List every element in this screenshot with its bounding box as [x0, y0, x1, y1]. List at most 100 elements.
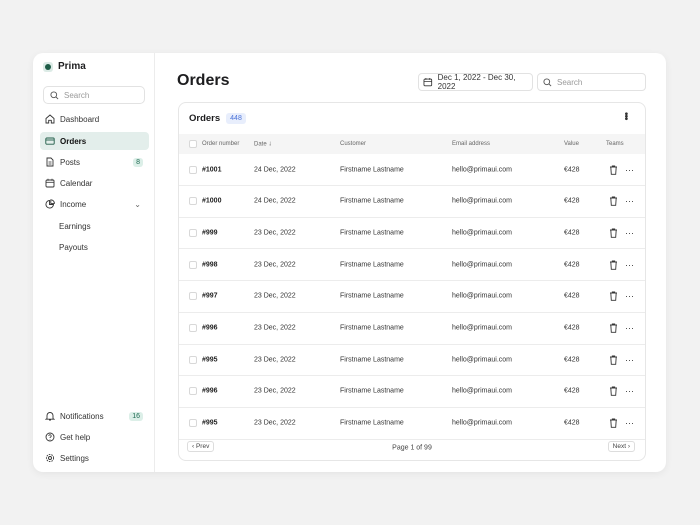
- column-header-teams[interactable]: Teams: [606, 141, 624, 147]
- main-content: Orders Dec 1, 2022 - Dec 30, 2022 Search…: [155, 53, 666, 472]
- sidebar-item-notifications[interactable]: Notifications 16: [40, 407, 149, 425]
- column-header-customer[interactable]: Customer: [340, 141, 367, 147]
- sidebar-item-get-help[interactable]: Get help: [40, 428, 149, 446]
- row-checkbox[interactable]: [189, 387, 197, 396]
- column-header-order-number[interactable]: Order number: [202, 141, 240, 147]
- trash-icon[interactable]: [609, 165, 618, 175]
- select-all-checkbox[interactable]: [189, 140, 197, 148]
- more-horizontal-icon[interactable]: ···: [625, 386, 634, 397]
- cell-email: hello@primaui.com: [452, 292, 513, 300]
- cell-order-number: #995: [202, 356, 218, 364]
- table-row[interactable]: #995 23 Dec, 2022 Firstname Lastname hello@…: [179, 408, 645, 440]
- column-header-date[interactable]: Date ↓: [254, 141, 272, 148]
- sidebar-item-orders[interactable]: Orders: [40, 132, 149, 150]
- sidebar-item-settings[interactable]: Settings: [40, 449, 149, 467]
- table-row[interactable]: #997 23 Dec, 2022 Firstname Lastname hello@…: [179, 281, 645, 313]
- row-checkbox[interactable]: [189, 355, 197, 364]
- cell-email: hello@primaui.com: [452, 261, 513, 269]
- table-row[interactable]: #996 23 Dec, 2022 Firstname Lastname hello@…: [179, 313, 645, 345]
- table-row[interactable]: #998 23 Dec, 2022 Firstname Lastname hello@…: [179, 249, 645, 282]
- more-horizontal-icon[interactable]: ···: [625, 291, 634, 302]
- column-header-value[interactable]: Value: [564, 141, 579, 147]
- cell-customer: Firstname Lastname: [340, 229, 404, 237]
- sidebar-item-earnings[interactable]: Earnings: [40, 217, 149, 235]
- sidebar-item-dashboard[interactable]: Dashboard: [40, 110, 149, 128]
- sidebar: Prima Search Dashboard Orders Posts 8 Ca…: [33, 53, 155, 472]
- more-horizontal-icon[interactable]: ···: [625, 259, 634, 270]
- more-horizontal-icon[interactable]: ···: [625, 196, 634, 207]
- trash-icon[interactable]: [609, 386, 618, 397]
- chevron-down-icon[interactable]: ⌄: [134, 199, 141, 209]
- more-horizontal-icon[interactable]: ···: [625, 418, 634, 429]
- page-title: Orders: [177, 72, 230, 89]
- cell-date: 23 Dec, 2022: [254, 324, 296, 332]
- cell-value: €428: [564, 356, 580, 364]
- trash-icon[interactable]: [609, 291, 618, 302]
- sidebar-item-label: Dashboard: [60, 114, 100, 124]
- sidebar-item-payouts[interactable]: Payouts: [40, 238, 149, 256]
- cell-value: €428: [564, 292, 580, 300]
- trash-icon[interactable]: [609, 418, 618, 428]
- row-checkbox[interactable]: [189, 197, 197, 206]
- table-row[interactable]: #996 23 Dec, 2022 Firstname Lastname hello@…: [179, 376, 645, 408]
- home-icon: [45, 114, 55, 124]
- table-row[interactable]: #1001 24 Dec, 2022 Firstname Lastname hello…: [179, 154, 645, 186]
- cell-email: hello@primaui.com: [452, 324, 513, 332]
- sidebar-item-calendar[interactable]: Calendar: [40, 174, 149, 192]
- more-horizontal-icon[interactable]: ···: [625, 354, 634, 365]
- more-horizontal-icon[interactable]: ···: [625, 227, 634, 238]
- more-horizontal-icon[interactable]: ···: [625, 323, 634, 333]
- cell-value: €428: [564, 419, 580, 427]
- sidebar-item-label: Get help: [60, 432, 91, 442]
- column-header-email[interactable]: Email address: [452, 141, 491, 147]
- cell-email: hello@primaui.com: [452, 387, 513, 395]
- calendar-icon: [45, 178, 55, 188]
- table-row[interactable]: #1000 24 Dec, 2022 Firstname Lastname hello…: [179, 186, 645, 218]
- sidebar-item-income[interactable]: Income ⌄: [40, 195, 149, 213]
- row-checkbox[interactable]: [189, 228, 197, 237]
- row-checkbox[interactable]: [189, 419, 197, 428]
- column-label: Date: [254, 141, 267, 148]
- row-checkbox[interactable]: [189, 165, 197, 174]
- search-input[interactable]: Search: [537, 73, 646, 91]
- cell-customer: Firstname Lastname: [340, 356, 404, 364]
- row-checkbox[interactable]: [189, 324, 197, 332]
- more-vertical-icon[interactable]: •••: [620, 112, 631, 120]
- row-checkbox[interactable]: [189, 292, 197, 301]
- cell-order-number: #997: [202, 292, 218, 300]
- trash-icon[interactable]: [609, 355, 618, 365]
- cell-value: €428: [564, 387, 580, 395]
- logo-icon: [43, 61, 53, 72]
- sidebar-search-input[interactable]: Search: [43, 86, 145, 104]
- sidebar-item-posts[interactable]: Posts 8: [40, 153, 149, 171]
- cell-email: hello@primaui.com: [452, 356, 513, 364]
- cell-date: 23 Dec, 2022: [254, 292, 296, 300]
- trash-icon[interactable]: [609, 228, 618, 238]
- next-button[interactable]: Next ›: [607, 441, 635, 452]
- trash-icon[interactable]: [609, 260, 618, 270]
- trash-icon[interactable]: [609, 196, 618, 206]
- cell-customer: Firstname Lastname: [340, 166, 404, 173]
- table-row[interactable]: #995 23 Dec, 2022 Firstname Lastname hello@…: [179, 344, 645, 377]
- prev-button[interactable]: ‹ Prev: [187, 441, 215, 452]
- date-range-picker[interactable]: Dec 1, 2022 - Dec 30, 2022: [418, 73, 533, 91]
- brand[interactable]: Prima: [43, 61, 86, 72]
- cell-email: hello@primaui.com: [452, 197, 513, 205]
- notifications-badge: 16: [129, 411, 143, 421]
- sidebar-item-label: Posts: [60, 157, 81, 167]
- trash-icon[interactable]: [609, 323, 618, 333]
- calendar-icon: [423, 77, 433, 87]
- cell-customer: Firstname Lastname: [340, 387, 404, 395]
- brand-name: Prima: [58, 61, 86, 72]
- table-head-row: Order number Date ↓ Customer Email addre…: [179, 134, 645, 154]
- more-horizontal-icon[interactable]: ···: [625, 164, 634, 175]
- cell-value: €428: [564, 197, 580, 205]
- table-row[interactable]: #999 23 Dec, 2022 Firstname Lastname hello@…: [179, 217, 645, 250]
- cell-customer: Firstname Lastname: [340, 261, 404, 269]
- cell-order-number: #995: [202, 419, 218, 427]
- cell-value: €428: [564, 229, 580, 237]
- sidebar-item-label: Payouts: [59, 242, 88, 252]
- cell-value: €428: [564, 324, 580, 332]
- row-checkbox[interactable]: [189, 260, 197, 269]
- pagination: ‹ Prev Page 1 of 99 Next ›: [179, 435, 645, 460]
